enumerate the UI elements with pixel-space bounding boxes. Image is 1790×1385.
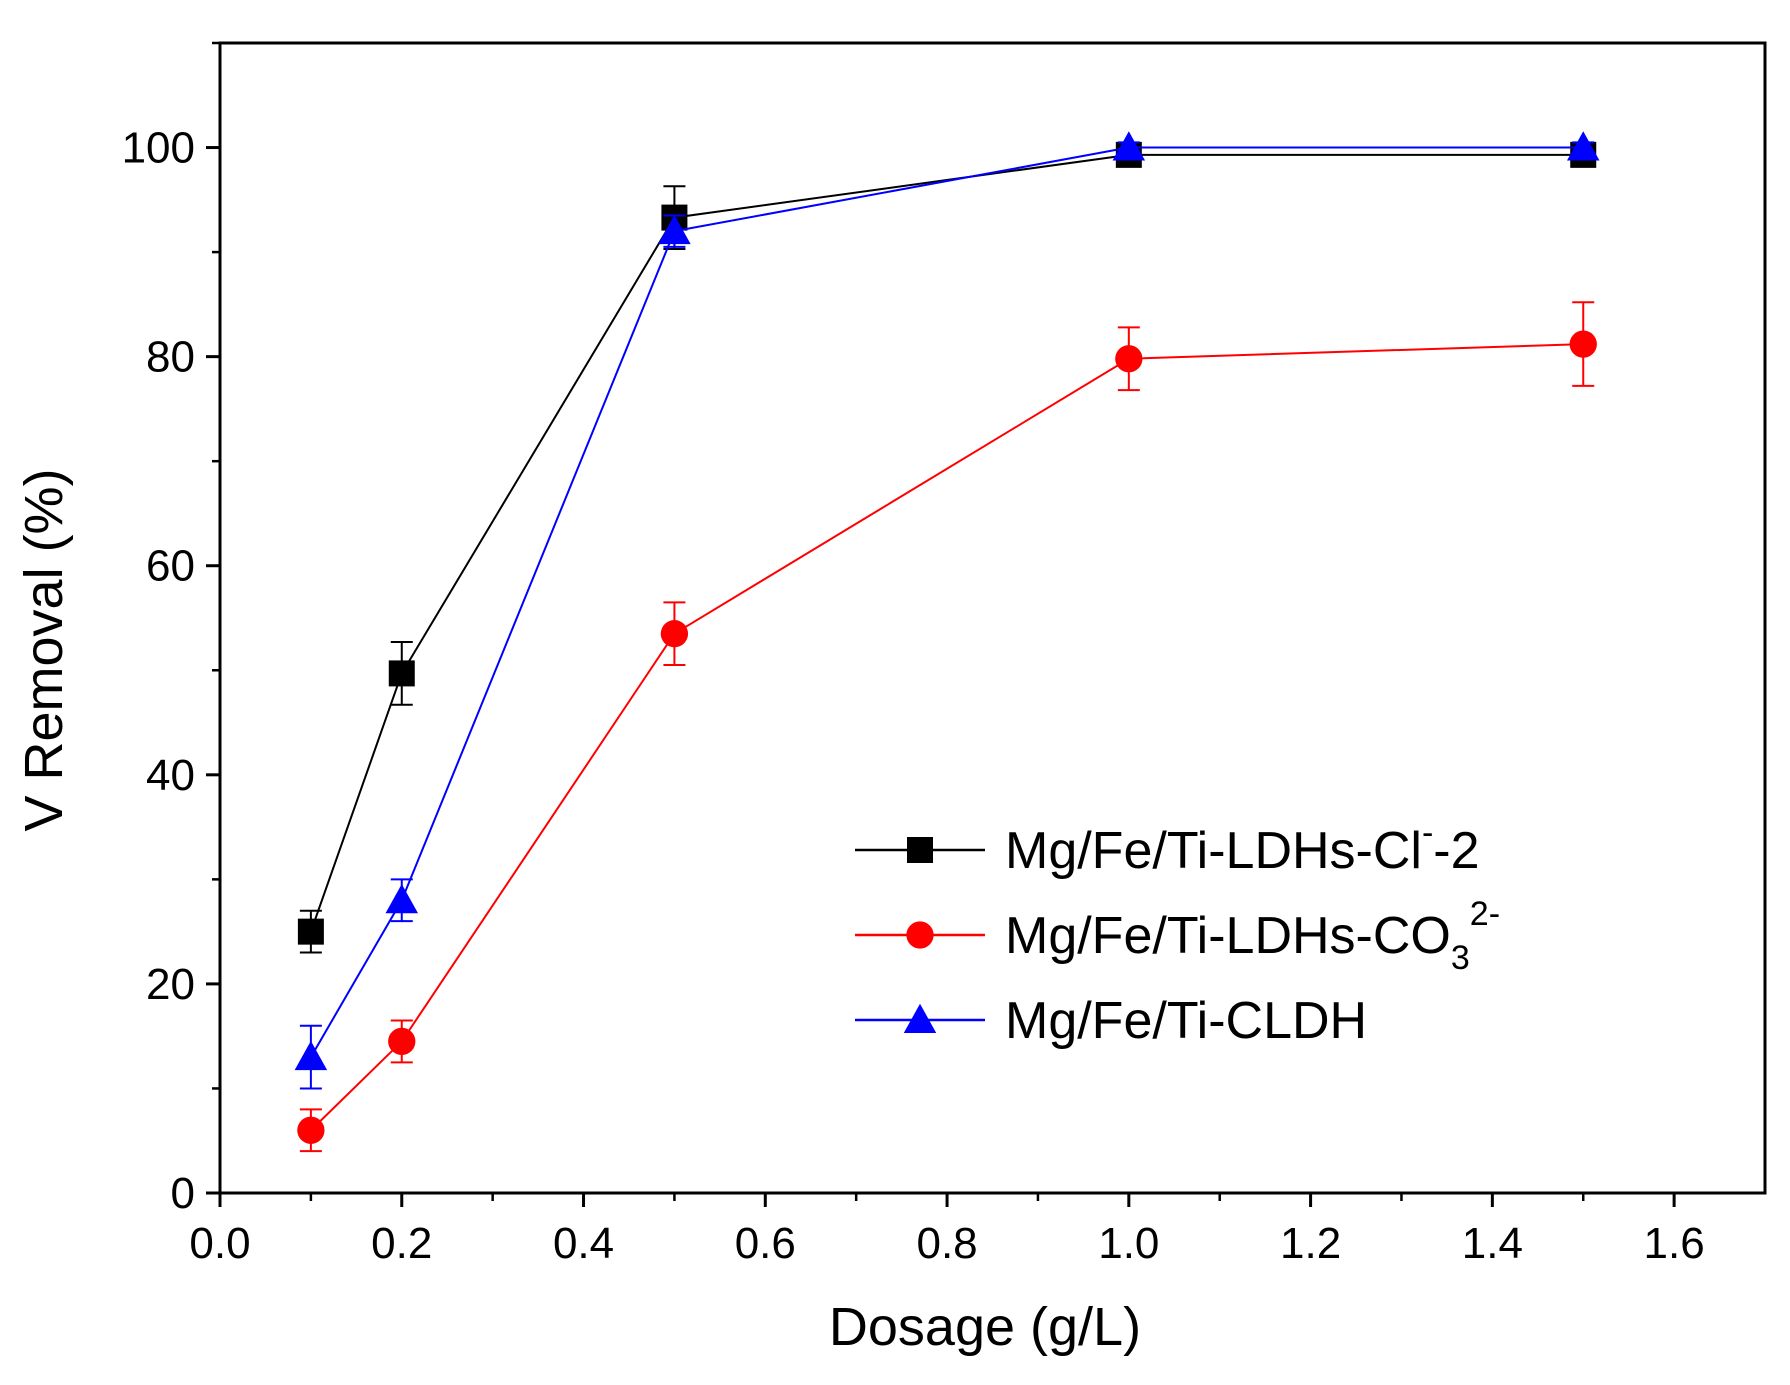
legend: Mg/Fe/Ti-LDHs-Cl--2Mg/Fe/Ti-LDHs-CO32-Mg… bbox=[855, 814, 1500, 1050]
data-point-triangle bbox=[658, 214, 691, 245]
data-point-triangle bbox=[1112, 131, 1146, 161]
legend-label: Mg/Fe/Ti-LDHs-CO32- bbox=[1005, 895, 1500, 977]
data-point-circle bbox=[1115, 345, 1143, 373]
legend-marker-triangle bbox=[903, 1003, 937, 1033]
x-axis: 0.0 0.2 0.4 0.6 0.8 1.0 1.2 1.4 1.6 bbox=[189, 1193, 1705, 1268]
legend-label-text: Mg/Fe/Ti-CLDH bbox=[1005, 992, 1367, 1050]
x-axis-title: Dosage (g/L) bbox=[829, 1297, 1141, 1357]
data-point-circle bbox=[1569, 330, 1597, 358]
series-line bbox=[310, 343, 1584, 1131]
legend-entry: Mg/Fe/Ti-CLDH bbox=[855, 992, 1367, 1050]
legend-entry: Mg/Fe/Ti-LDHs-CO32- bbox=[855, 895, 1500, 977]
series-layer bbox=[294, 131, 1600, 1153]
series-triangle bbox=[294, 131, 1600, 1090]
data-point-circle bbox=[660, 620, 689, 648]
legend-label-text: Mg/Fe/Ti-LDHs-CO bbox=[1005, 907, 1451, 965]
legend-marker-square bbox=[907, 837, 933, 863]
legend-label-superscript: - bbox=[1422, 814, 1433, 852]
data-point-square bbox=[388, 660, 415, 687]
y-tick-label: 80 bbox=[146, 333, 195, 382]
series-circle bbox=[297, 301, 1597, 1153]
plot-frame bbox=[218, 41, 1767, 1195]
x-tick-label: 1.6 bbox=[1644, 1219, 1705, 1268]
y-axis-title: V Removal (%) bbox=[14, 468, 74, 831]
legend-marker-circle bbox=[906, 921, 934, 949]
y-tick-label: 0 bbox=[171, 1169, 195, 1218]
series-line bbox=[309, 153, 1584, 932]
legend-entry: Mg/Fe/Ti-LDHs-Cl--2 bbox=[855, 814, 1480, 880]
y-tick-label: 20 bbox=[146, 960, 195, 1009]
data-point-circle bbox=[388, 1027, 416, 1056]
data-point-triangle bbox=[294, 1040, 328, 1071]
legend-label-superscript: 2- bbox=[1470, 895, 1500, 933]
x-tick-label: 0.0 bbox=[189, 1219, 250, 1268]
data-point-triangle bbox=[1566, 131, 1600, 161]
data-point-square bbox=[297, 918, 324, 945]
x-tick-label: 1.2 bbox=[1280, 1219, 1341, 1268]
y-axis: 0 20 40 60 80 100 bbox=[122, 41, 220, 1218]
legend-label: Mg/Fe/Ti-LDHs-Cl--2 bbox=[1005, 814, 1480, 880]
x-tick-label: 0.4 bbox=[553, 1219, 614, 1268]
y-tick-label: 40 bbox=[146, 751, 195, 800]
x-tick-label: 1.4 bbox=[1462, 1219, 1523, 1268]
x-tick-label: 1.0 bbox=[1098, 1219, 1159, 1268]
x-tick-label: 0.2 bbox=[371, 1219, 432, 1268]
x-tick-label: 0.8 bbox=[916, 1219, 977, 1268]
data-point-circle bbox=[297, 1116, 325, 1144]
legend-label-subscript: 3 bbox=[1451, 939, 1470, 977]
legend-label-text: Mg/Fe/Ti-LDHs-Cl bbox=[1005, 822, 1422, 880]
legend-label: Mg/Fe/Ti-CLDH bbox=[1005, 992, 1367, 1050]
legend-label-suffix: -2 bbox=[1433, 822, 1479, 880]
y-tick-label: 60 bbox=[146, 542, 195, 591]
data-point-triangle bbox=[385, 884, 419, 914]
y-tick-label: 100 bbox=[122, 124, 195, 173]
x-tick-label: 0.6 bbox=[735, 1219, 796, 1268]
